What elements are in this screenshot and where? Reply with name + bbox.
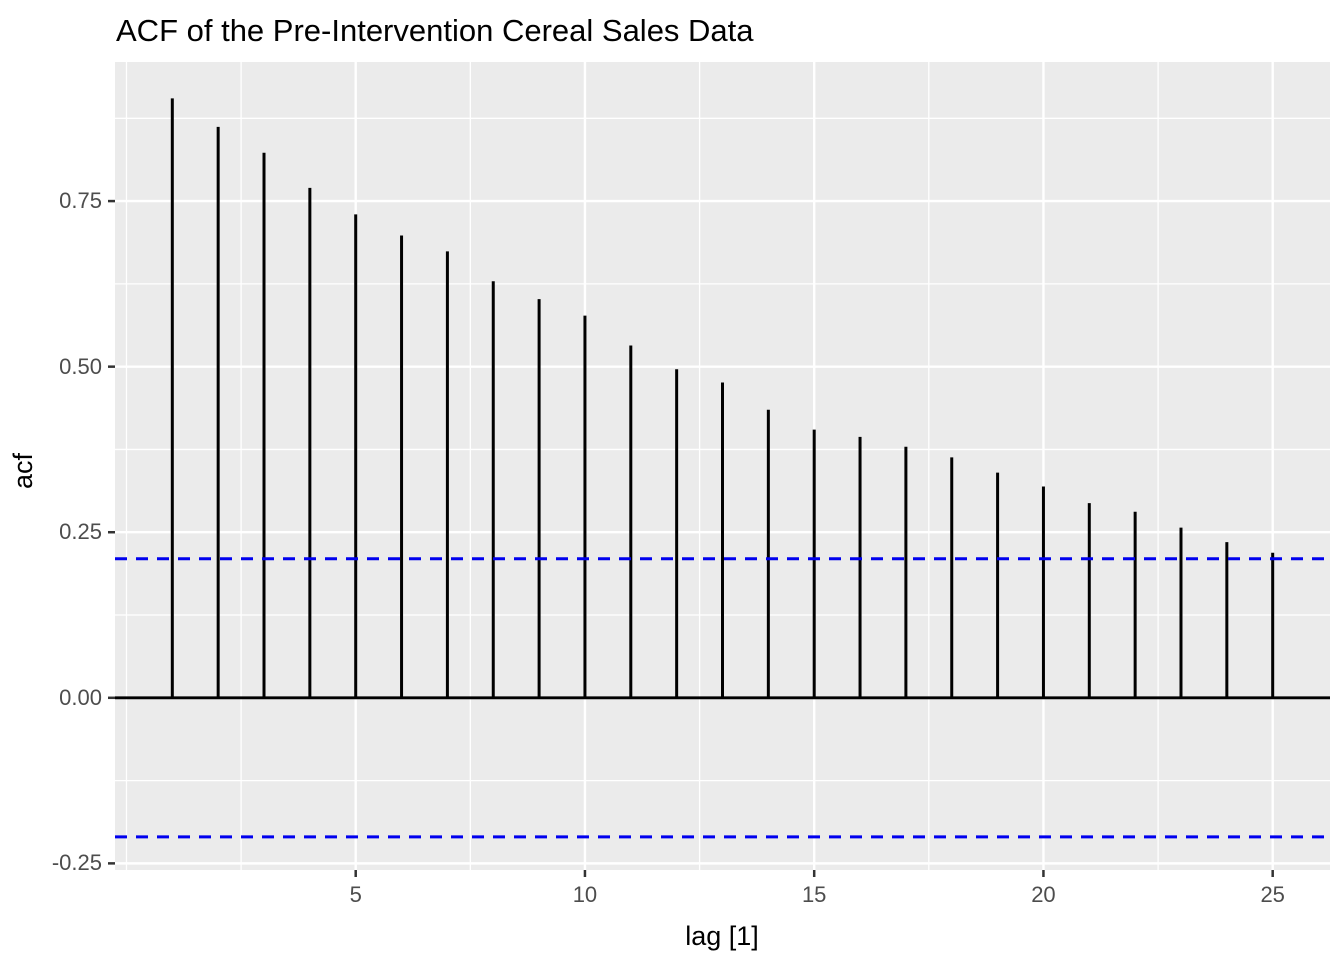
x-tick-label-20: 20 [1031,882,1056,907]
x-tick-label-5: 5 [349,882,362,907]
x-tick-label-10: 10 [572,882,598,907]
y-tick-label--0.25: -0.25 [51,850,102,876]
y-tick-label-0.25: 0.25 [59,519,102,545]
x-tick-label-15: 15 [801,882,827,907]
x-tick-label-25: 25 [1260,882,1285,907]
x-axis-title: lag [1] [685,921,759,951]
plot-title: ACF of the Pre-Intervention Cereal Sales… [116,13,754,48]
y-tick-label-0.00: 0.00 [59,684,102,710]
y-tick-label-0.75: 0.75 [59,188,102,214]
y-axis-title: acf [8,452,38,490]
y-tick-label-0.50: 0.50 [59,353,102,379]
